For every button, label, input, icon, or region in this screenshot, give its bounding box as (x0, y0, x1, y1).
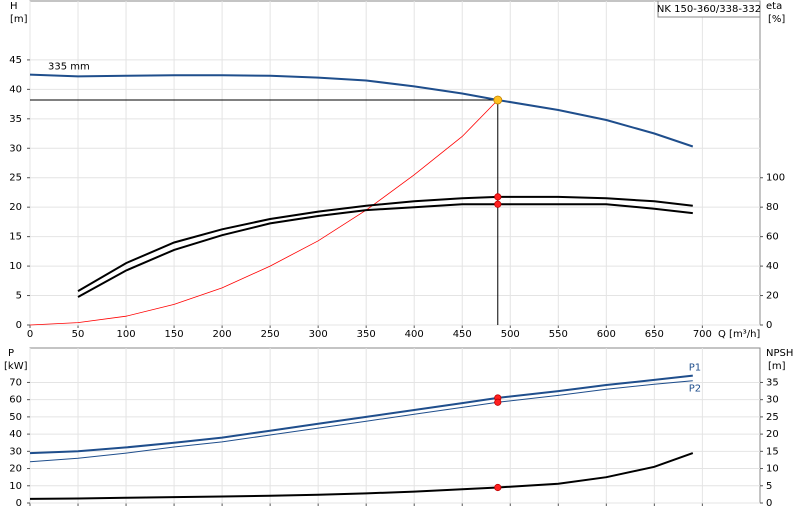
y-tick-label: 40 (9, 84, 22, 95)
y-tick-label: 15 (9, 232, 22, 243)
y-tick-label: 10 (9, 261, 22, 272)
y2-tick-label: 100 (766, 173, 785, 184)
x-tick-label: 200 (213, 329, 232, 340)
y2-axis-label: NPSH (766, 348, 793, 359)
duty-point (494, 483, 502, 492)
y-tick-label: 0 (16, 320, 22, 331)
y2-axis-unit: [%] (768, 14, 785, 25)
x-tick-label: 300 (309, 329, 328, 340)
y-tick-label: 45 (9, 55, 22, 66)
duty-point (494, 193, 502, 201)
duty-point (494, 200, 502, 208)
y-tick-label: 50 (9, 412, 22, 423)
chart-title: NK 150-360/338-332 (657, 4, 761, 15)
title-box (657, 0, 761, 18)
y2-tick-label: 5 (766, 481, 772, 492)
x-tick-label: 350 (357, 329, 376, 340)
x-tick-label: 150 (165, 329, 184, 340)
x-tick-label: 0 (27, 329, 33, 340)
x-tick-label: 650 (645, 329, 664, 340)
y2-tick-label: 20 (766, 291, 779, 302)
y2-axis-unit: [m] (768, 361, 786, 372)
y-tick-label: 25 (9, 173, 22, 184)
x-tick-label: 600 (597, 329, 616, 340)
y-tick-label: 10 (9, 481, 22, 492)
plot-area (29, 347, 761, 504)
x-tick-label: 500 (501, 329, 520, 340)
y-axis-unit: [kW] (4, 361, 28, 372)
y2-tick-label: 15 (766, 446, 779, 457)
legend-label: P2 (689, 384, 701, 395)
y-tick-label: 60 (9, 395, 22, 406)
y2-axis-label: eta (766, 1, 782, 12)
series-line (77, 195, 693, 292)
y2-tick-label: 0 (766, 320, 772, 331)
y2-tick-label: 10 (766, 464, 779, 475)
y2-tick-label: 35 (766, 377, 779, 388)
plot-area (29, 0, 761, 326)
y2-tick-label: 80 (766, 202, 779, 213)
y2-tick-label: 0 (766, 498, 772, 509)
y-tick-label: 40 (9, 429, 22, 440)
duty-point (493, 95, 503, 105)
x-tick-label: 50 (72, 329, 85, 340)
x-axis-label: Q [m³/h] (718, 329, 760, 340)
y2-tick-label: 60 (766, 232, 779, 243)
x-tick-label: 450 (453, 329, 472, 340)
y-axis-label: H (10, 1, 18, 12)
series-line (77, 203, 693, 298)
y2-tick-label: 30 (766, 395, 779, 406)
legend-label: P1 (689, 363, 701, 374)
series-line (29, 452, 694, 500)
y2-tick-label: 40 (766, 261, 779, 272)
y-tick-label: 20 (9, 202, 22, 213)
series-line (29, 380, 693, 463)
y2-tick-label: 25 (766, 412, 779, 423)
x-tick-label: 550 (549, 329, 568, 340)
x-tick-label: 700 (693, 329, 712, 340)
x-tick-label: 250 (261, 329, 280, 340)
y-tick-label: 30 (9, 143, 22, 154)
y-tick-label: 20 (9, 464, 22, 475)
series-line (29, 374, 693, 455)
x-tick-label: 400 (405, 329, 424, 340)
y-tick-label: 0 (16, 498, 22, 509)
y-axis-label: P (8, 348, 14, 359)
y-tick-label: 30 (9, 446, 22, 457)
curve-annotation: 335 mm (48, 62, 90, 73)
y2-tick-label: 20 (766, 429, 779, 440)
y-tick-label: 5 (16, 291, 22, 302)
x-tick-label: 100 (117, 329, 136, 340)
series-line (29, 99, 499, 326)
y-tick-label: 70 (9, 377, 22, 388)
duty-point (494, 398, 502, 406)
y-axis-unit: [m] (10, 14, 28, 25)
y-tick-label: 35 (9, 114, 22, 125)
series-line (29, 73, 694, 148)
